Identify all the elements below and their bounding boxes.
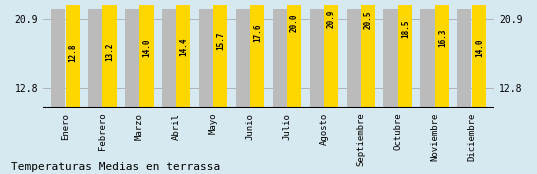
Text: 14.0: 14.0 <box>475 39 484 57</box>
Bar <box>436 0 449 108</box>
Bar <box>309 10 324 108</box>
Bar <box>66 0 79 108</box>
Text: 14.0: 14.0 <box>142 39 151 57</box>
Bar <box>420 10 434 108</box>
Text: Temperaturas Medias en terrassa: Temperaturas Medias en terrassa <box>11 162 220 172</box>
Bar <box>140 0 154 108</box>
Text: 14.4: 14.4 <box>179 37 188 56</box>
Bar <box>273 10 287 108</box>
Bar <box>383 10 397 108</box>
Bar <box>213 0 228 108</box>
Bar <box>236 10 250 108</box>
Bar <box>324 0 338 108</box>
Text: 18.5: 18.5 <box>401 19 410 38</box>
Text: 20.9: 20.9 <box>327 9 336 28</box>
Bar <box>103 0 117 108</box>
Bar <box>88 10 101 108</box>
Bar <box>361 0 375 108</box>
Bar <box>472 0 487 108</box>
Text: 20.0: 20.0 <box>290 13 299 31</box>
Bar <box>398 0 412 108</box>
Text: 17.6: 17.6 <box>253 23 262 42</box>
Bar <box>287 0 301 108</box>
Bar <box>162 10 176 108</box>
Bar <box>50 10 65 108</box>
Bar <box>199 10 213 108</box>
Text: 12.8: 12.8 <box>68 44 77 62</box>
Text: 15.7: 15.7 <box>216 31 225 50</box>
Text: 13.2: 13.2 <box>105 42 114 61</box>
Bar <box>346 10 360 108</box>
Bar <box>177 0 191 108</box>
Bar <box>125 10 139 108</box>
Text: 16.3: 16.3 <box>438 29 447 47</box>
Bar <box>250 0 264 108</box>
Text: 20.5: 20.5 <box>364 11 373 29</box>
Bar <box>458 10 471 108</box>
